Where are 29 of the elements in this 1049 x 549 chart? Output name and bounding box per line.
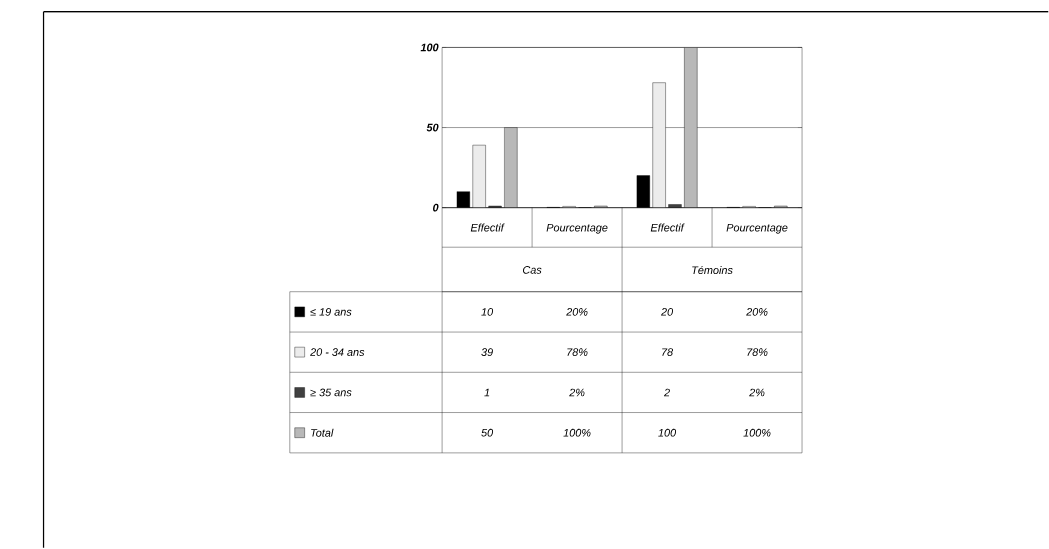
legend-label: ≥ 35 ans — [310, 388, 352, 397]
x-tick-label: Effectif — [470, 223, 505, 232]
data-label: 10 — [481, 308, 494, 316]
x-tick-label: Pourcentage — [726, 224, 788, 234]
legend-label: ≤ 19 ans — [310, 308, 352, 316]
data-label: 78% — [567, 348, 588, 357]
data-label: 100% — [743, 429, 771, 437]
data-label: 2 — [663, 388, 670, 397]
legend-label: Total — [311, 428, 334, 437]
x-tick-label: Pourcentage — [546, 224, 608, 234]
data-label: 78% — [747, 348, 768, 357]
data-label: 100% — [563, 429, 591, 437]
data-label: 20% — [746, 308, 768, 316]
data-label: 2% — [569, 388, 585, 397]
text: Témoins — [692, 266, 733, 275]
y-tick-label: 100 — [420, 43, 439, 52]
legend-label: 20 - 34 ans — [310, 348, 365, 357]
data-label: 50 — [481, 429, 494, 437]
data-label: 39 — [481, 348, 493, 357]
data-label: 1 — [484, 388, 490, 397]
data-label: 100 — [658, 429, 677, 437]
x-tick-label: Effectif — [650, 223, 685, 232]
y-tick-label: 50 — [426, 123, 439, 132]
y-tick-label: 0 — [433, 204, 439, 212]
data-label: 78 — [662, 348, 674, 357]
data-label: 2% — [749, 388, 765, 397]
data-label: 20% — [566, 308, 588, 316]
text: Cas — [523, 266, 542, 275]
data-label: 20 — [660, 308, 674, 316]
